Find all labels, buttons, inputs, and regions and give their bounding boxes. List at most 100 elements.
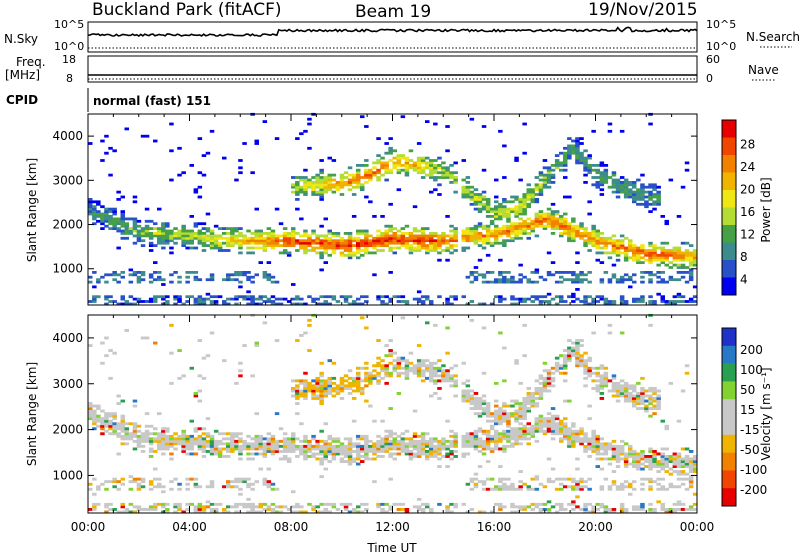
velocity-cell xyxy=(433,447,438,451)
velocity-cell xyxy=(396,439,402,443)
power-cell xyxy=(315,302,320,306)
velocity-cell xyxy=(396,502,402,506)
velocity-cell xyxy=(185,482,190,486)
velocity-cell xyxy=(112,429,117,433)
power-cell xyxy=(327,183,332,187)
power-cell xyxy=(469,193,475,196)
power-cell xyxy=(425,236,430,240)
power-cell xyxy=(449,236,454,240)
power-cell xyxy=(437,246,442,250)
velocity-cell xyxy=(380,419,385,423)
velocity-cell xyxy=(270,439,276,443)
power-cell xyxy=(416,236,422,240)
power-cell xyxy=(388,137,393,140)
velocity-cell xyxy=(603,508,609,511)
power-cell xyxy=(108,215,113,218)
power-cell xyxy=(331,183,337,187)
velocity-cell xyxy=(433,323,438,327)
power-cell xyxy=(132,222,138,226)
power-cell xyxy=(274,280,280,284)
velocity-cell xyxy=(595,389,600,393)
power-cell xyxy=(291,232,296,235)
power-cell xyxy=(217,234,223,238)
velocity-cell xyxy=(656,487,661,491)
velocity-cell xyxy=(384,439,389,443)
power-cell xyxy=(530,193,535,196)
velocity-cell xyxy=(567,346,572,350)
power-cell xyxy=(559,222,564,226)
velocity-cell xyxy=(587,444,592,448)
velocity-cell xyxy=(116,487,121,491)
velocity-cell xyxy=(299,334,304,337)
velocity-cell xyxy=(347,447,353,451)
velocity-cell xyxy=(688,465,694,468)
velocity-cell xyxy=(368,450,373,453)
velocity-cell xyxy=(238,439,243,443)
power-cell xyxy=(453,227,458,230)
velocity-cell xyxy=(124,422,129,426)
velocity-cell xyxy=(319,381,324,385)
velocity-cell xyxy=(530,434,535,438)
velocity-cell xyxy=(550,437,556,441)
velocity-cell xyxy=(587,371,592,375)
power-cell xyxy=(161,295,166,299)
freq-strip: Freq. [MHz] 18 8 60 0 Nave xyxy=(5,53,779,85)
power-colorbar-swatch xyxy=(722,260,736,278)
power-cell xyxy=(116,222,121,226)
velocity-cell xyxy=(327,434,332,438)
velocity-cell xyxy=(364,371,369,375)
velocity-cell xyxy=(506,487,511,491)
power-cell xyxy=(400,295,406,299)
power-cell xyxy=(632,249,637,252)
power-cell xyxy=(209,241,215,245)
velocity-cell xyxy=(668,508,674,511)
velocity-cell xyxy=(140,434,146,438)
velocity-cell xyxy=(380,502,385,506)
power-cell xyxy=(575,288,580,291)
velocity-cell xyxy=(238,450,243,453)
power-cell xyxy=(400,115,406,119)
velocity-cell xyxy=(262,321,268,325)
power-cell xyxy=(526,202,531,206)
velocity-cell xyxy=(611,470,617,473)
velocity-cell xyxy=(571,346,576,350)
velocity-cell xyxy=(92,505,97,509)
velocity-cell xyxy=(343,452,349,456)
power-cell xyxy=(319,168,324,172)
velocity-cell xyxy=(481,407,487,410)
velocity-cell xyxy=(603,371,609,375)
velocity-cell xyxy=(112,412,117,416)
power-cell xyxy=(530,219,535,223)
velocity-cell xyxy=(652,404,657,408)
velocity-cell xyxy=(481,439,487,443)
power-cell xyxy=(242,241,247,245)
power-cell xyxy=(632,244,637,247)
power-cell xyxy=(684,249,690,252)
velocity-cell xyxy=(307,318,312,322)
velocity-cell xyxy=(140,336,146,340)
power-cell xyxy=(262,120,268,123)
velocity-cell xyxy=(530,399,535,403)
power-cell xyxy=(575,232,580,235)
power-cell xyxy=(104,280,109,284)
power-cell xyxy=(632,198,637,201)
power-cell xyxy=(485,253,491,257)
power-cells xyxy=(88,112,698,306)
velocity-cell xyxy=(388,371,393,375)
power-cell xyxy=(510,236,515,240)
velocity-cell xyxy=(660,502,665,506)
velocity-cell xyxy=(327,389,332,393)
velocity-cell xyxy=(169,439,174,443)
power-cell xyxy=(559,215,564,218)
velocity-cell xyxy=(429,376,434,380)
velocity-cell xyxy=(595,379,600,383)
velocity-cell xyxy=(242,447,247,451)
velocity-cell xyxy=(291,505,296,509)
power-cell xyxy=(315,239,320,243)
power-cell xyxy=(173,227,178,230)
power-cell xyxy=(518,210,523,213)
velocity-cell xyxy=(238,492,243,496)
velocity-cell xyxy=(603,381,609,385)
power-cell xyxy=(579,154,584,157)
power-cell xyxy=(335,185,341,189)
